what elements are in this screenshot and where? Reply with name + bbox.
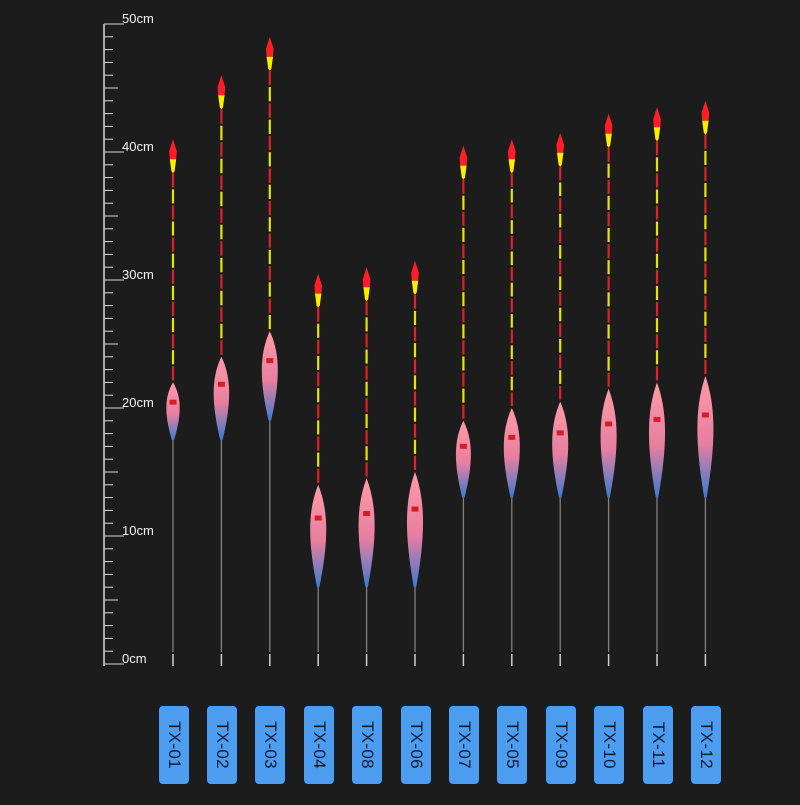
float-tip-red xyxy=(169,139,177,160)
float-body-mark xyxy=(217,381,225,387)
model-tag-tx-06: TX-06 xyxy=(401,706,431,784)
model-tag-tx-09: TX-09 xyxy=(546,706,576,784)
float-tx-08 xyxy=(358,267,375,666)
float-tip-yellow xyxy=(218,95,225,110)
float-body-mark xyxy=(314,515,322,521)
model-tag-tx-05: TX-05 xyxy=(497,706,527,784)
float-body-mark xyxy=(266,358,274,364)
ruler-label-50: 50cm xyxy=(122,11,154,26)
float-body-mark xyxy=(411,506,419,512)
float-tip-red xyxy=(604,113,613,134)
float-body xyxy=(261,331,278,421)
model-tag-tx-08: TX-08 xyxy=(352,706,382,784)
float-body xyxy=(455,420,471,498)
float-body-mark xyxy=(363,511,371,517)
model-label: TX-06 xyxy=(407,721,426,769)
float-tip-red xyxy=(217,75,226,96)
float-tip-yellow xyxy=(363,287,370,302)
float-body xyxy=(648,382,666,498)
floats xyxy=(166,36,714,666)
float-tx-11 xyxy=(648,107,666,666)
float-body xyxy=(600,388,617,498)
float-tx-02 xyxy=(213,75,230,666)
float-tip-red xyxy=(556,132,564,153)
float-tip-yellow xyxy=(557,152,564,167)
float-tip-red xyxy=(266,36,274,57)
model-label: TX-09 xyxy=(552,721,571,769)
float-tip-yellow xyxy=(169,159,177,174)
float-tip-yellow xyxy=(266,56,273,71)
float-tip-yellow xyxy=(460,165,467,180)
model-tag-tx-04: TX-04 xyxy=(304,706,334,784)
float-tip-red xyxy=(362,267,371,288)
float-tx-12 xyxy=(697,100,714,666)
float-body-mark xyxy=(653,416,661,422)
float-tx-09 xyxy=(552,132,569,666)
model-tag-tx-10: TX-10 xyxy=(594,706,624,784)
model-label: TX-10 xyxy=(600,721,619,769)
model-label: TX-07 xyxy=(455,721,474,769)
float-tx-01 xyxy=(166,139,180,666)
model-label: TX-11 xyxy=(649,721,668,769)
float-tip-yellow xyxy=(653,127,661,142)
model-tag-tx-01: TX-01 xyxy=(159,706,189,784)
model-tag-tx-02: TX-02 xyxy=(207,706,237,784)
float-body xyxy=(406,472,424,588)
float-tip-yellow xyxy=(411,280,419,295)
float-body xyxy=(310,484,327,588)
float-body xyxy=(166,382,180,440)
ruler-label-0: 0cm xyxy=(122,651,147,666)
model-label: TX-08 xyxy=(358,721,377,769)
float-tx-04 xyxy=(310,273,327,666)
ruler-label-20: 20cm xyxy=(122,395,154,410)
model-tag-tx-11: TX-11 xyxy=(643,706,673,784)
float-tip-yellow xyxy=(315,293,322,308)
float-tx-10 xyxy=(600,113,617,666)
float-tx-07 xyxy=(455,145,471,666)
float-body xyxy=(213,356,230,440)
float-tip-yellow xyxy=(605,133,612,148)
float-body xyxy=(552,401,569,498)
model-label: TX-02 xyxy=(213,721,232,769)
float-body xyxy=(697,376,714,498)
model-label: TX-03 xyxy=(261,721,280,769)
float-body-mark xyxy=(169,399,177,405)
ruler-label-10: 10cm xyxy=(122,523,154,538)
float-tip-yellow xyxy=(702,120,709,135)
model-label: TX-04 xyxy=(310,721,329,769)
model-tag-tx-07: TX-07 xyxy=(449,706,479,784)
float-body xyxy=(503,408,520,498)
float-tx-05 xyxy=(503,139,520,666)
float-tx-03 xyxy=(261,36,278,666)
ruler xyxy=(103,23,124,666)
model-label: TX-01 xyxy=(165,721,184,769)
model-label: TX-05 xyxy=(503,721,522,769)
ruler-label-40: 40cm xyxy=(122,139,154,154)
ruler-label-30: 30cm xyxy=(122,267,154,282)
float-body xyxy=(358,478,375,588)
float-body-mark xyxy=(605,421,613,427)
float-tip-red xyxy=(411,260,419,281)
float-body-mark xyxy=(508,434,516,440)
model-label: TX-12 xyxy=(697,721,716,769)
float-tx-06 xyxy=(406,260,424,666)
model-tag-tx-03: TX-03 xyxy=(255,706,285,784)
float-tip-red xyxy=(653,107,661,128)
float-tip-yellow xyxy=(508,159,515,174)
float-body-mark xyxy=(701,412,709,418)
float-tip-red xyxy=(701,100,710,121)
float-tip-red xyxy=(459,145,468,166)
float-tip-red xyxy=(314,273,322,294)
float-tip-red xyxy=(508,139,516,160)
float-body-mark xyxy=(556,430,564,436)
model-tag-tx-12: TX-12 xyxy=(691,706,721,784)
float-body-mark xyxy=(459,443,467,449)
